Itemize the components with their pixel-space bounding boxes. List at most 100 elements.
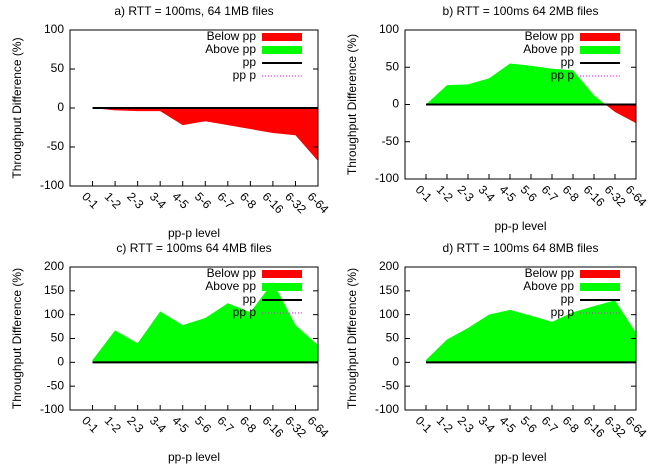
y-tick-label: -50 xyxy=(47,139,65,153)
legend-label: pp p xyxy=(233,68,257,82)
y-tick-label: 100 xyxy=(379,307,399,321)
y-tick-label: 50 xyxy=(51,331,65,345)
legend-label: Below pp xyxy=(207,29,257,43)
x-tick-label: 5-6 xyxy=(518,182,540,204)
area-above xyxy=(92,282,318,363)
x-tick-label: 6-8 xyxy=(560,413,582,435)
x-tick-label: 2-3 xyxy=(124,413,146,435)
x-tick-label: 1-2 xyxy=(434,413,456,435)
x-tick-label: 6-16 xyxy=(260,413,287,440)
x-tick-label: 5-6 xyxy=(518,413,540,435)
legend-label: pp p xyxy=(551,305,575,319)
x-tick-label: 2-3 xyxy=(455,182,477,204)
x-tick-label: 6-32 xyxy=(282,413,309,440)
legend-label: Below pp xyxy=(525,266,575,280)
legend-label: Above pp xyxy=(523,279,574,293)
legend-label: pp p xyxy=(551,68,575,82)
y-tick-label: 50 xyxy=(51,61,65,75)
x-tick-label: 0-1 xyxy=(79,189,101,211)
legend-label: Above pp xyxy=(205,42,256,56)
y-tick-label: 50 xyxy=(386,331,400,345)
legend-swatch xyxy=(262,46,302,54)
legend-label: Below pp xyxy=(207,266,257,280)
y-tick-label: 0 xyxy=(57,355,64,369)
y-tick-label: 0 xyxy=(57,100,64,114)
area-above xyxy=(426,63,636,105)
x-tick-label: 6-32 xyxy=(602,182,629,209)
x-tick-label: 0-1 xyxy=(413,182,435,204)
legend-label: Above pp xyxy=(205,279,256,293)
legend-label: Above pp xyxy=(523,42,574,56)
y-tick-label: -100 xyxy=(375,402,399,416)
x-axis-label: pp-p level xyxy=(168,226,220,240)
legend-swatch xyxy=(580,33,620,41)
legend-label: pp p xyxy=(233,305,257,319)
x-tick-label: 6-8 xyxy=(560,182,582,204)
x-tick-label: 6-64 xyxy=(623,182,650,209)
x-tick-label: 6-64 xyxy=(623,413,650,440)
x-tick-label: 6-8 xyxy=(237,413,259,435)
x-tick-label: 6-16 xyxy=(260,189,287,216)
x-tick-label: 6-64 xyxy=(305,413,332,440)
x-tick-label: 2-3 xyxy=(455,413,477,435)
y-tick-label: -100 xyxy=(40,402,64,416)
legend-label: pp xyxy=(561,55,575,69)
y-tick-label: -100 xyxy=(375,171,399,185)
x-tick-label: 6-7 xyxy=(214,189,236,211)
x-tick-label: 6-7 xyxy=(214,413,236,435)
x-tick-label: 6-8 xyxy=(237,189,259,211)
legend-swatch xyxy=(580,46,620,54)
area-below xyxy=(426,104,636,124)
y-tick-label: -50 xyxy=(382,134,400,148)
x-axis-label: pp-p level xyxy=(168,450,220,464)
x-tick-label: 1-2 xyxy=(434,182,456,204)
y-tick-label: 200 xyxy=(44,259,64,273)
x-tick-label: 4-5 xyxy=(497,182,519,204)
y-tick-label: 0 xyxy=(392,355,399,369)
x-tick-label: 6-7 xyxy=(539,182,561,204)
y-tick-label: 200 xyxy=(379,259,399,273)
x-tick-label: 3-4 xyxy=(476,413,498,435)
x-tick-label: 4-5 xyxy=(169,413,191,435)
y-tick-label: -50 xyxy=(47,378,65,392)
x-tick-label: 5-6 xyxy=(192,413,214,435)
legend-label: pp xyxy=(243,292,257,306)
y-tick-label: -50 xyxy=(382,378,400,392)
x-tick-label: 2-3 xyxy=(124,189,146,211)
y-tick-label: 0 xyxy=(392,97,399,111)
legend-swatch xyxy=(580,283,620,291)
y-tick-label: 100 xyxy=(379,22,399,36)
x-tick-label: 4-5 xyxy=(169,189,191,211)
x-tick-label: 1-2 xyxy=(102,413,124,435)
x-tick-label: 6-32 xyxy=(282,189,309,216)
area-above xyxy=(426,300,636,363)
y-tick-label: 150 xyxy=(44,283,64,297)
y-tick-label: 150 xyxy=(379,283,399,297)
y-axis-label: Throughput Difference (%) xyxy=(345,34,359,175)
x-tick-label: 0-1 xyxy=(79,413,101,435)
y-tick-label: 100 xyxy=(44,22,64,36)
x-tick-label: 1-2 xyxy=(102,189,124,211)
legend-swatch xyxy=(580,270,620,278)
x-tick-label: 3-4 xyxy=(147,189,169,211)
x-tick-label: 5-6 xyxy=(192,189,214,211)
legend-swatch xyxy=(262,270,302,278)
x-tick-label: 3-4 xyxy=(476,182,498,204)
x-tick-label: 6-32 xyxy=(602,413,629,440)
x-axis-label: pp-p level xyxy=(494,219,546,233)
legend-swatch xyxy=(262,33,302,41)
y-axis-label: Throughput Difference (%) xyxy=(345,268,359,409)
y-tick-label: 50 xyxy=(386,59,400,73)
chart-title: d) RTT = 100ms 64 8MB files xyxy=(443,241,599,255)
x-tick-label: 6-64 xyxy=(305,189,332,216)
legend-label: pp xyxy=(243,55,257,69)
y-axis-label: Throughput Difference (%) xyxy=(10,37,24,178)
chart-title: c) RTT = 100ms 64 4MB files xyxy=(116,241,271,255)
chart-title: a) RTT = 100ms, 64 1MB files xyxy=(114,4,273,18)
x-axis-label: pp-p level xyxy=(494,450,546,464)
y-tick-label: 100 xyxy=(44,307,64,321)
legend-label: pp xyxy=(561,292,575,306)
y-axis-label: Throughput Difference (%) xyxy=(10,268,24,409)
x-tick-label: 3-4 xyxy=(147,413,169,435)
